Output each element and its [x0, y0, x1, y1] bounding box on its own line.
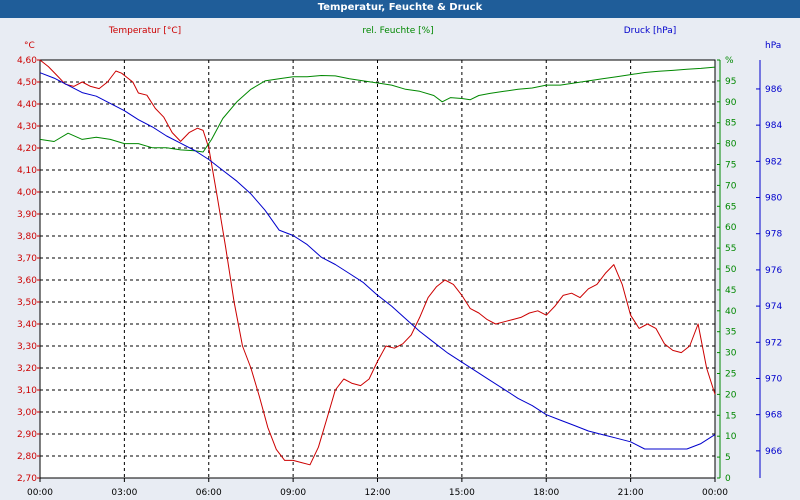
temperature-tick-label: 4,10: [17, 166, 37, 176]
temperature-line: [39, 59, 716, 466]
pressure-tick-label: 976: [765, 266, 782, 276]
humidity-tick-label: 65: [725, 202, 736, 212]
temperature-unit-label: °C: [24, 41, 35, 51]
x-tick-label-time: 12:00: [365, 488, 391, 498]
humidity-tick-label: 40: [725, 307, 737, 317]
pressure-tick-label: 986: [765, 85, 782, 95]
temperature-tick-label: 4,00: [17, 188, 37, 198]
x-axis-ticks: 00:0027.11.2303:0027.11.2306:0027.11.230…: [27, 478, 728, 498]
humidity-tick-label: 95: [725, 77, 736, 87]
humidity-axis-title: rel. Feuchte [%]: [362, 26, 433, 36]
window-title: Temperatur, Feuchte & Druck: [317, 2, 483, 13]
humidity-tick-label: 0: [725, 474, 731, 484]
humidity-tick-label: 45: [725, 286, 736, 296]
pressure-tick-label: 972: [765, 338, 782, 348]
pressure-tick-label: 978: [765, 230, 782, 240]
pressure-tick-label: 968: [765, 411, 782, 421]
temperature-tick-label: 3,70: [17, 254, 37, 264]
pressure-tick-label: 970: [765, 374, 782, 384]
temperature-tick-label: 4,30: [17, 122, 37, 132]
pressure-ticks: 966 968 970 972 974 976 978 980 982 984 986: [756, 85, 782, 457]
chart-canvas: Temperatur [°C] rel. Feuchte [%] Druck […: [17, 26, 782, 498]
humidity-tick-label: 80: [725, 140, 737, 150]
temperature-tick-label: 3,40: [17, 320, 37, 330]
x-tick-label-time: 00:00: [27, 488, 53, 498]
temperature-tick-label: 3,50: [17, 298, 37, 308]
temperature-tick-label: 2,90: [17, 430, 37, 440]
temperature-tick-label: 3,80: [17, 232, 37, 242]
temperature-tick-label: 3,00: [17, 408, 37, 418]
temperature-tick-label: 3,30: [17, 342, 37, 352]
humidity-tick-label: 50: [725, 265, 737, 275]
humidity-tick-label: 35: [725, 328, 736, 338]
humidity-tick-label: 85: [725, 119, 736, 129]
grid-lines: [40, 60, 715, 478]
humidity-tick-label: 25: [725, 370, 736, 380]
humidity-tick-label: 75: [725, 161, 736, 171]
humidity-tick-label: 10: [725, 432, 737, 442]
humidity-ticks: 0 5 10 15 20 25 30 35 40 45 50 55 60 65 70 75 80 85 90 95%: [717, 56, 737, 484]
window-titlebar: Temperatur, Feuchte & Druck: [0, 0, 800, 18]
temperature-tick-label: 3,10: [17, 386, 37, 396]
temperature-tick-label: 2,80: [17, 452, 37, 462]
humidity-tick-label: %: [725, 56, 734, 66]
humidity-tick-label: 30: [725, 349, 737, 359]
temperature-tick-label: 3,60: [17, 276, 37, 286]
x-tick-label-time: 18:00: [533, 488, 559, 498]
temperature-axis-title: Temperatur [°C]: [108, 26, 181, 36]
humidity-tick-label: 60: [725, 223, 737, 233]
x-tick-label-time: 03:00: [111, 488, 137, 498]
humidity-tick-label: 55: [725, 244, 736, 254]
x-tick-label-time: 21:00: [618, 488, 644, 498]
humidity-tick-label: 20: [725, 390, 737, 400]
pressure-tick-label: 984: [765, 121, 782, 131]
temperature-ticks: 2,70 2,80 2,90 3,00 3,10 3,20 3,30 3,40 3,50 3,60…: [17, 56, 40, 484]
pressure-line: [39, 72, 716, 450]
series-lines: [39, 59, 716, 466]
x-tick-label-time: 06:00: [196, 488, 222, 498]
temperature-tick-label: 3,90: [17, 210, 37, 220]
temperature-tick-label: 4,60: [17, 56, 37, 66]
pressure-tick-label: 980: [765, 194, 782, 204]
humidity-tick-label: 70: [725, 181, 737, 191]
humidity-line: [39, 66, 716, 153]
pressure-tick-label: 966: [765, 447, 782, 457]
humidity-tick-label: 5: [725, 453, 731, 463]
temperature-tick-label: 4,40: [17, 100, 37, 110]
pressure-unit-label: hPa: [765, 41, 781, 51]
pressure-tick-label: 982: [765, 157, 782, 167]
temperature-tick-label: 2,70: [17, 474, 37, 484]
pressure-axis-title: Druck [hPa]: [624, 26, 677, 36]
temperature-tick-label: 4,20: [17, 144, 37, 154]
x-tick-label-time: 15:00: [449, 488, 475, 498]
x-tick-label-time: 00:00: [702, 488, 728, 498]
x-tick-label-time: 09:00: [280, 488, 306, 498]
temperature-tick-label: 3,20: [17, 364, 37, 374]
humidity-tick-label: 15: [725, 411, 736, 421]
pressure-tick-label: 974: [765, 302, 782, 312]
humidity-tick-label: 90: [725, 98, 737, 108]
temperature-tick-label: 4,50: [17, 78, 37, 88]
